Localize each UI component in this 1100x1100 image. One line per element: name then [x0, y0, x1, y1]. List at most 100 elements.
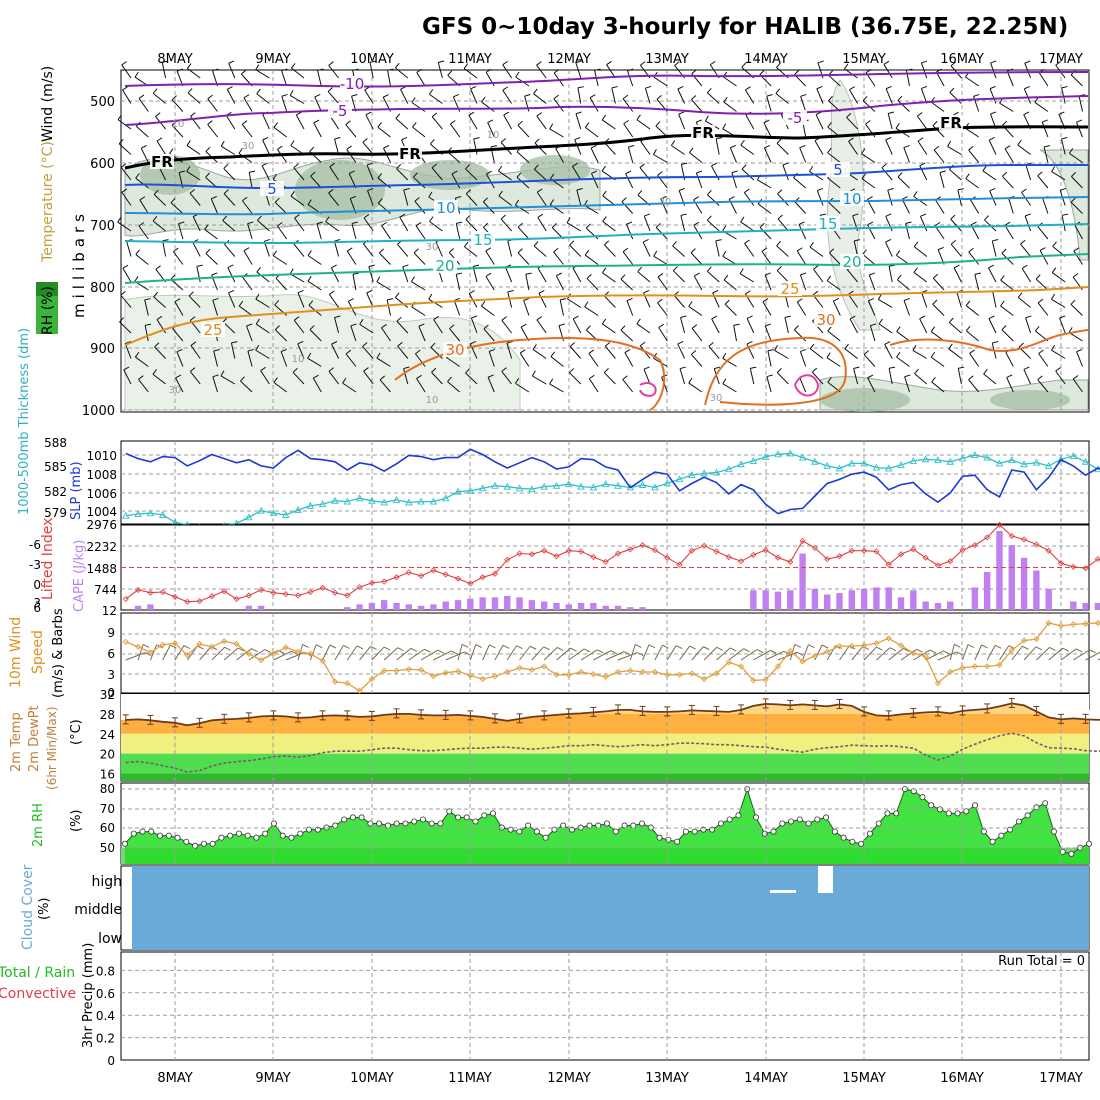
wind-barb-flag: [590, 145, 597, 149]
cape-bar: [971, 587, 979, 610]
wind-barb-flag: [932, 121, 938, 126]
wind-barb-staff: [965, 76, 979, 87]
wind-barb-flag: [376, 276, 381, 282]
lifted-index-point: [491, 570, 499, 577]
wind-barb-flag: [606, 60, 612, 66]
wind-barb-flag: [331, 264, 337, 269]
date-label-top: 17MAY: [1039, 52, 1083, 67]
surface-barb-staff: [469, 644, 477, 661]
wind-barb-staff: [611, 87, 616, 104]
wind-barb-staff: [935, 71, 945, 87]
wind-barb-staff: [602, 220, 616, 232]
wind-barb-flag: [885, 239, 892, 243]
lifted-index-line: [125, 524, 1100, 603]
wind-barb-flag: [627, 68, 634, 72]
wind-barb-flag: [549, 378, 554, 385]
wind-barb-flag: [362, 342, 368, 347]
thickness-point: [306, 501, 315, 509]
wind-barb-flag: [1007, 68, 1013, 72]
wind-barb-flag: [809, 241, 814, 248]
lifted-index-point: [873, 548, 880, 555]
wind-barb-staff: [228, 63, 236, 79]
wind-barb-staff: [171, 124, 184, 138]
wind-barb-flag: [696, 119, 703, 123]
rh-point: [490, 810, 497, 817]
wind-barb-staff: [812, 294, 824, 308]
wind-barb-staff: [988, 318, 997, 334]
wind-barb-flag: [930, 326, 936, 332]
wind-barb-flag: [973, 93, 980, 97]
lifted-index-point: [196, 598, 203, 605]
wind-barb-staff: [799, 274, 807, 291]
wind-barb-flag: [399, 213, 406, 218]
thickness-point: [441, 494, 450, 502]
wind-barb-staff: [227, 267, 236, 283]
wind-barb-flag: [691, 95, 697, 100]
wind-barb-flag: [1017, 292, 1023, 298]
wind-barb-staff: [118, 143, 132, 155]
wind-barb-flag: [1025, 315, 1032, 319]
wind-barb-staff: [516, 151, 530, 163]
rh-point: [542, 834, 549, 841]
rh-point: [446, 808, 453, 815]
wind-barb-flag: [534, 138, 540, 144]
wind-barb-staff: [569, 346, 582, 359]
cape-bar: [134, 605, 142, 610]
wind-barb-staff: [569, 372, 582, 385]
thickness-point: [294, 505, 302, 513]
wind-barb-flag: [950, 214, 956, 220]
wind-barb-staff: [722, 357, 737, 367]
lifted-index-series: [122, 521, 1100, 605]
wind-barb-flag: [313, 374, 319, 379]
wind-barb-staff: [140, 147, 149, 163]
wind-speed-point: [848, 642, 855, 650]
wind-barb-flag: [905, 221, 912, 224]
rh-point: [165, 832, 172, 839]
rh-point: [963, 808, 970, 815]
thickness-point: [429, 497, 438, 505]
wind-barb-flag: [368, 264, 375, 268]
surface-barb-flag: [410, 647, 418, 652]
wind-barb-flag: [678, 187, 685, 191]
wind-barb-staff: [776, 142, 789, 155]
thickness-point: [737, 460, 745, 468]
wind-barb-staff: [222, 220, 236, 232]
thickness-point: [392, 495, 401, 503]
precip-tick-label: 0.6: [96, 987, 115, 1001]
wind-barb-flag: [1001, 248, 1007, 254]
lifted-index-point: [528, 551, 535, 558]
surface-barb-staff: [186, 645, 198, 661]
surface-barb-flag: [197, 645, 204, 650]
wind-barb-staff: [776, 372, 789, 385]
surface-barb-staff: [1085, 651, 1100, 661]
cape-bar: [848, 590, 856, 610]
rh-point: [262, 830, 269, 837]
contour-label: FR: [399, 145, 421, 163]
cape-bar: [405, 604, 413, 610]
surface-barb-flag: [1035, 646, 1043, 651]
wind-barb-staff: [729, 147, 737, 163]
wind-barb-staff: [297, 292, 305, 308]
contour-label: FR: [692, 124, 714, 142]
surface-barb-flag: [623, 651, 631, 656]
wind-barb-flag: [307, 352, 312, 359]
wind-barb-flag: [207, 120, 213, 125]
wind-barb-staff: [433, 319, 443, 334]
wind-barb-flag: [134, 71, 139, 78]
wind-barb-staff: [290, 195, 305, 206]
cape-bar: [934, 602, 942, 610]
wind-barb-flag: [817, 187, 824, 191]
wind-barb-flag: [796, 298, 803, 303]
wind-barb-staff: [939, 172, 945, 189]
wind-barb-staff: [691, 328, 703, 342]
wind-barb-flag: [154, 342, 160, 348]
wind-barb-staff: [178, 223, 184, 240]
wind-barb-staff: [957, 189, 962, 206]
wind-barb-staff: [485, 276, 495, 291]
thickness-point: [368, 496, 376, 504]
temp-bands: [121, 694, 1089, 781]
rh-point: [1068, 850, 1075, 857]
wind-barb-flag: [211, 272, 218, 276]
wind-barb-flag: [644, 213, 651, 217]
